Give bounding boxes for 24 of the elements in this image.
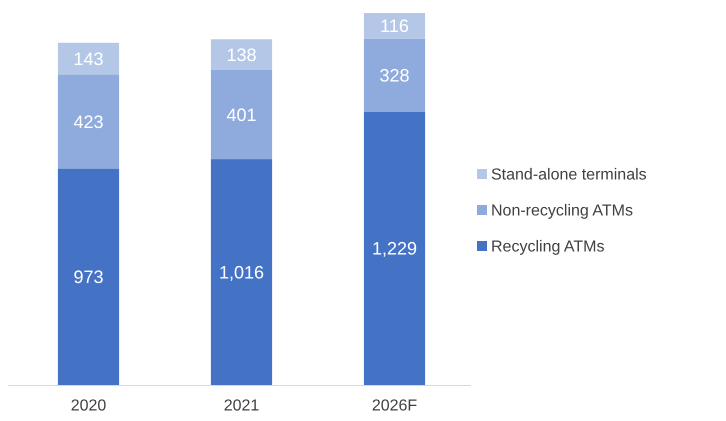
data-label: 401: [226, 104, 257, 125]
bar: [364, 112, 426, 385]
bar: [58, 42, 120, 75]
data-label: 138: [226, 44, 257, 65]
data-label: 143: [73, 48, 104, 69]
data-label: 116: [380, 16, 409, 36]
data-label: 1,016: [218, 262, 264, 282]
data-label: 973: [73, 267, 104, 288]
bar: [210, 70, 272, 160]
x-tick-label: 2020: [70, 397, 106, 414]
bar: [364, 13, 426, 39]
bar: [364, 38, 426, 112]
bar: [58, 74, 120, 169]
legend-label: Recycling ATMs: [491, 238, 605, 256]
bar: [210, 39, 272, 70]
legend-label: Stand-alone terminals: [491, 166, 647, 184]
bar: [210, 159, 272, 385]
x-tick-label: 2021: [224, 397, 260, 414]
data-label: 1,229: [372, 238, 418, 259]
legend-label: Non-recycling ATMs: [491, 202, 633, 220]
data-label: 423: [73, 112, 104, 132]
data-label: 328: [379, 66, 410, 86]
x-tick-label: 2026F: [372, 397, 418, 414]
bar: [58, 168, 120, 385]
